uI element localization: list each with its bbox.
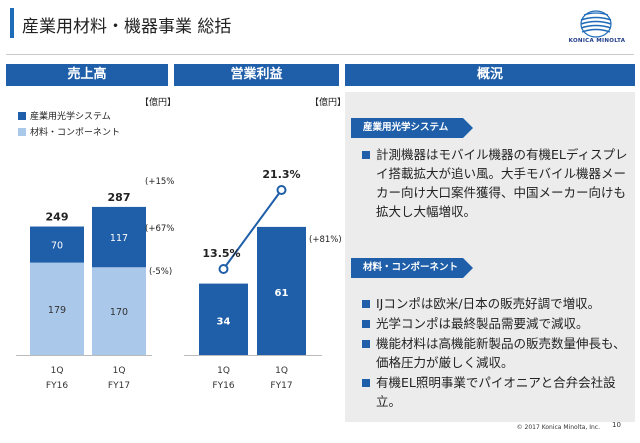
- brand-name: KONICA MINOLTA: [568, 38, 626, 44]
- margin-line: [222, 189, 283, 270]
- sales-annotation-optical: (+67%): [145, 224, 175, 234]
- profit-bar-1: [257, 226, 306, 355]
- overview-panel: [345, 92, 635, 422]
- sales-chart: 179 70 249 1Q FY16 170 117 287 1Q FY17 (+15%) (+67%…: [16, 177, 175, 391]
- sales-annotation-total: (+15%): [145, 177, 175, 187]
- sales-bar-optical-1: [92, 206, 146, 268]
- sales-annotation-materials: (-5%): [149, 267, 172, 277]
- legend-swatch-materials: [18, 127, 26, 136]
- overview-panel-header: 概況: [345, 64, 635, 86]
- header-divider: [6, 54, 634, 55]
- profit-category-label-0-a: 1Q: [217, 366, 230, 376]
- legend-label-materials: 材料・コンポーネント: [30, 128, 121, 138]
- page-number: 10: [612, 421, 621, 429]
- sales-category-label-0-b: FY16: [46, 381, 68, 391]
- profit-category-label-1-a: 1Q: [275, 366, 288, 376]
- profit-category-label-1-b: FY17: [270, 381, 292, 391]
- profit-bar-label-1: 61: [275, 288, 289, 299]
- materials-bullet-3: 有機EL照明事業でパイオニアと合弁会社設立。: [360, 373, 630, 411]
- sales-category-label-1-b: FY17: [108, 381, 130, 391]
- sales-label-materials-0: 179: [48, 305, 66, 316]
- sales-total-label-0: 249: [46, 211, 69, 224]
- margin-label-0: 13.5%: [202, 247, 240, 260]
- profit-panel-header: 営業利益: [174, 64, 339, 86]
- profit-bar-label-0: 34: [217, 316, 231, 327]
- sales-unit-label: 【億円】: [140, 98, 177, 108]
- materials-bullet-list: IJコンポは欧米/日本の販売好調で増収。 光学コンポは最終製品需要減で減収。 機能材…: [360, 294, 630, 412]
- optical-bullet-0: 計測機器はモバイル機器の有機ELディスプレイ搭載拡大が追い風。大手モバイル機器メ…: [360, 145, 630, 221]
- sales-bar-materials-0: [30, 262, 84, 355]
- materials-bullet-2: 機能材料は高機能新製品の販売数量伸長も、価格圧力が厳しく減収。: [360, 334, 630, 372]
- materials-bullet-1: 光学コンポは最終製品需要減で減収。: [360, 314, 630, 333]
- sales-category-label-1-a: 1Q: [113, 366, 126, 376]
- title-accent-bar: [10, 8, 14, 38]
- margin-label-1: 21.3%: [262, 168, 300, 181]
- sales-label-materials-1: 170: [110, 307, 128, 318]
- materials-section-header: 材料・コンポーネント: [351, 258, 473, 278]
- profit-category-label-0-b: FY16: [212, 381, 234, 391]
- sales-bar-materials-1: [92, 267, 146, 355]
- konica-minolta-logo-icon: [580, 10, 612, 38]
- optical-section-header: 産業用光学システム: [351, 118, 473, 138]
- copyright-text: © 2017 Konica Minolta, Inc.: [516, 424, 600, 431]
- sales-panel-header: 売上高: [6, 64, 168, 86]
- profit-unit-label: 【億円】: [310, 98, 347, 108]
- legend-item-optical: 産業用光学システム: [18, 111, 111, 123]
- profit-bar-0: [199, 283, 248, 355]
- legend-swatch-optical: [18, 111, 26, 120]
- sales-category-label-0-a: 1Q: [51, 366, 64, 376]
- sales-label-optical-1: 117: [110, 233, 128, 244]
- materials-bullet-0: IJコンポは欧米/日本の販売好調で増収。: [360, 294, 630, 313]
- legend-label-optical: 産業用光学システム: [30, 112, 111, 122]
- sales-bar-optical-0: [30, 226, 84, 263]
- legend-item-materials: 材料・コンポーネント: [18, 127, 120, 139]
- profit-annotation-growth: (+81%): [309, 235, 342, 245]
- page-title: 産業用材料・機器事業 総括: [22, 17, 232, 37]
- sales-label-optical-0: 70: [51, 241, 63, 252]
- margin-point-1: [276, 185, 287, 195]
- margin-point-0: [218, 264, 229, 274]
- profit-chart: 34 1Q FY16 61 1Q FY17 (+81%) 13.5% 21.3%: [184, 168, 342, 391]
- sales-total-label-1: 287: [108, 191, 131, 204]
- optical-bullet-list: 計測機器はモバイル機器の有機ELディスプレイ搭載拡大が追い風。大手モバイル機器メ…: [360, 145, 630, 222]
